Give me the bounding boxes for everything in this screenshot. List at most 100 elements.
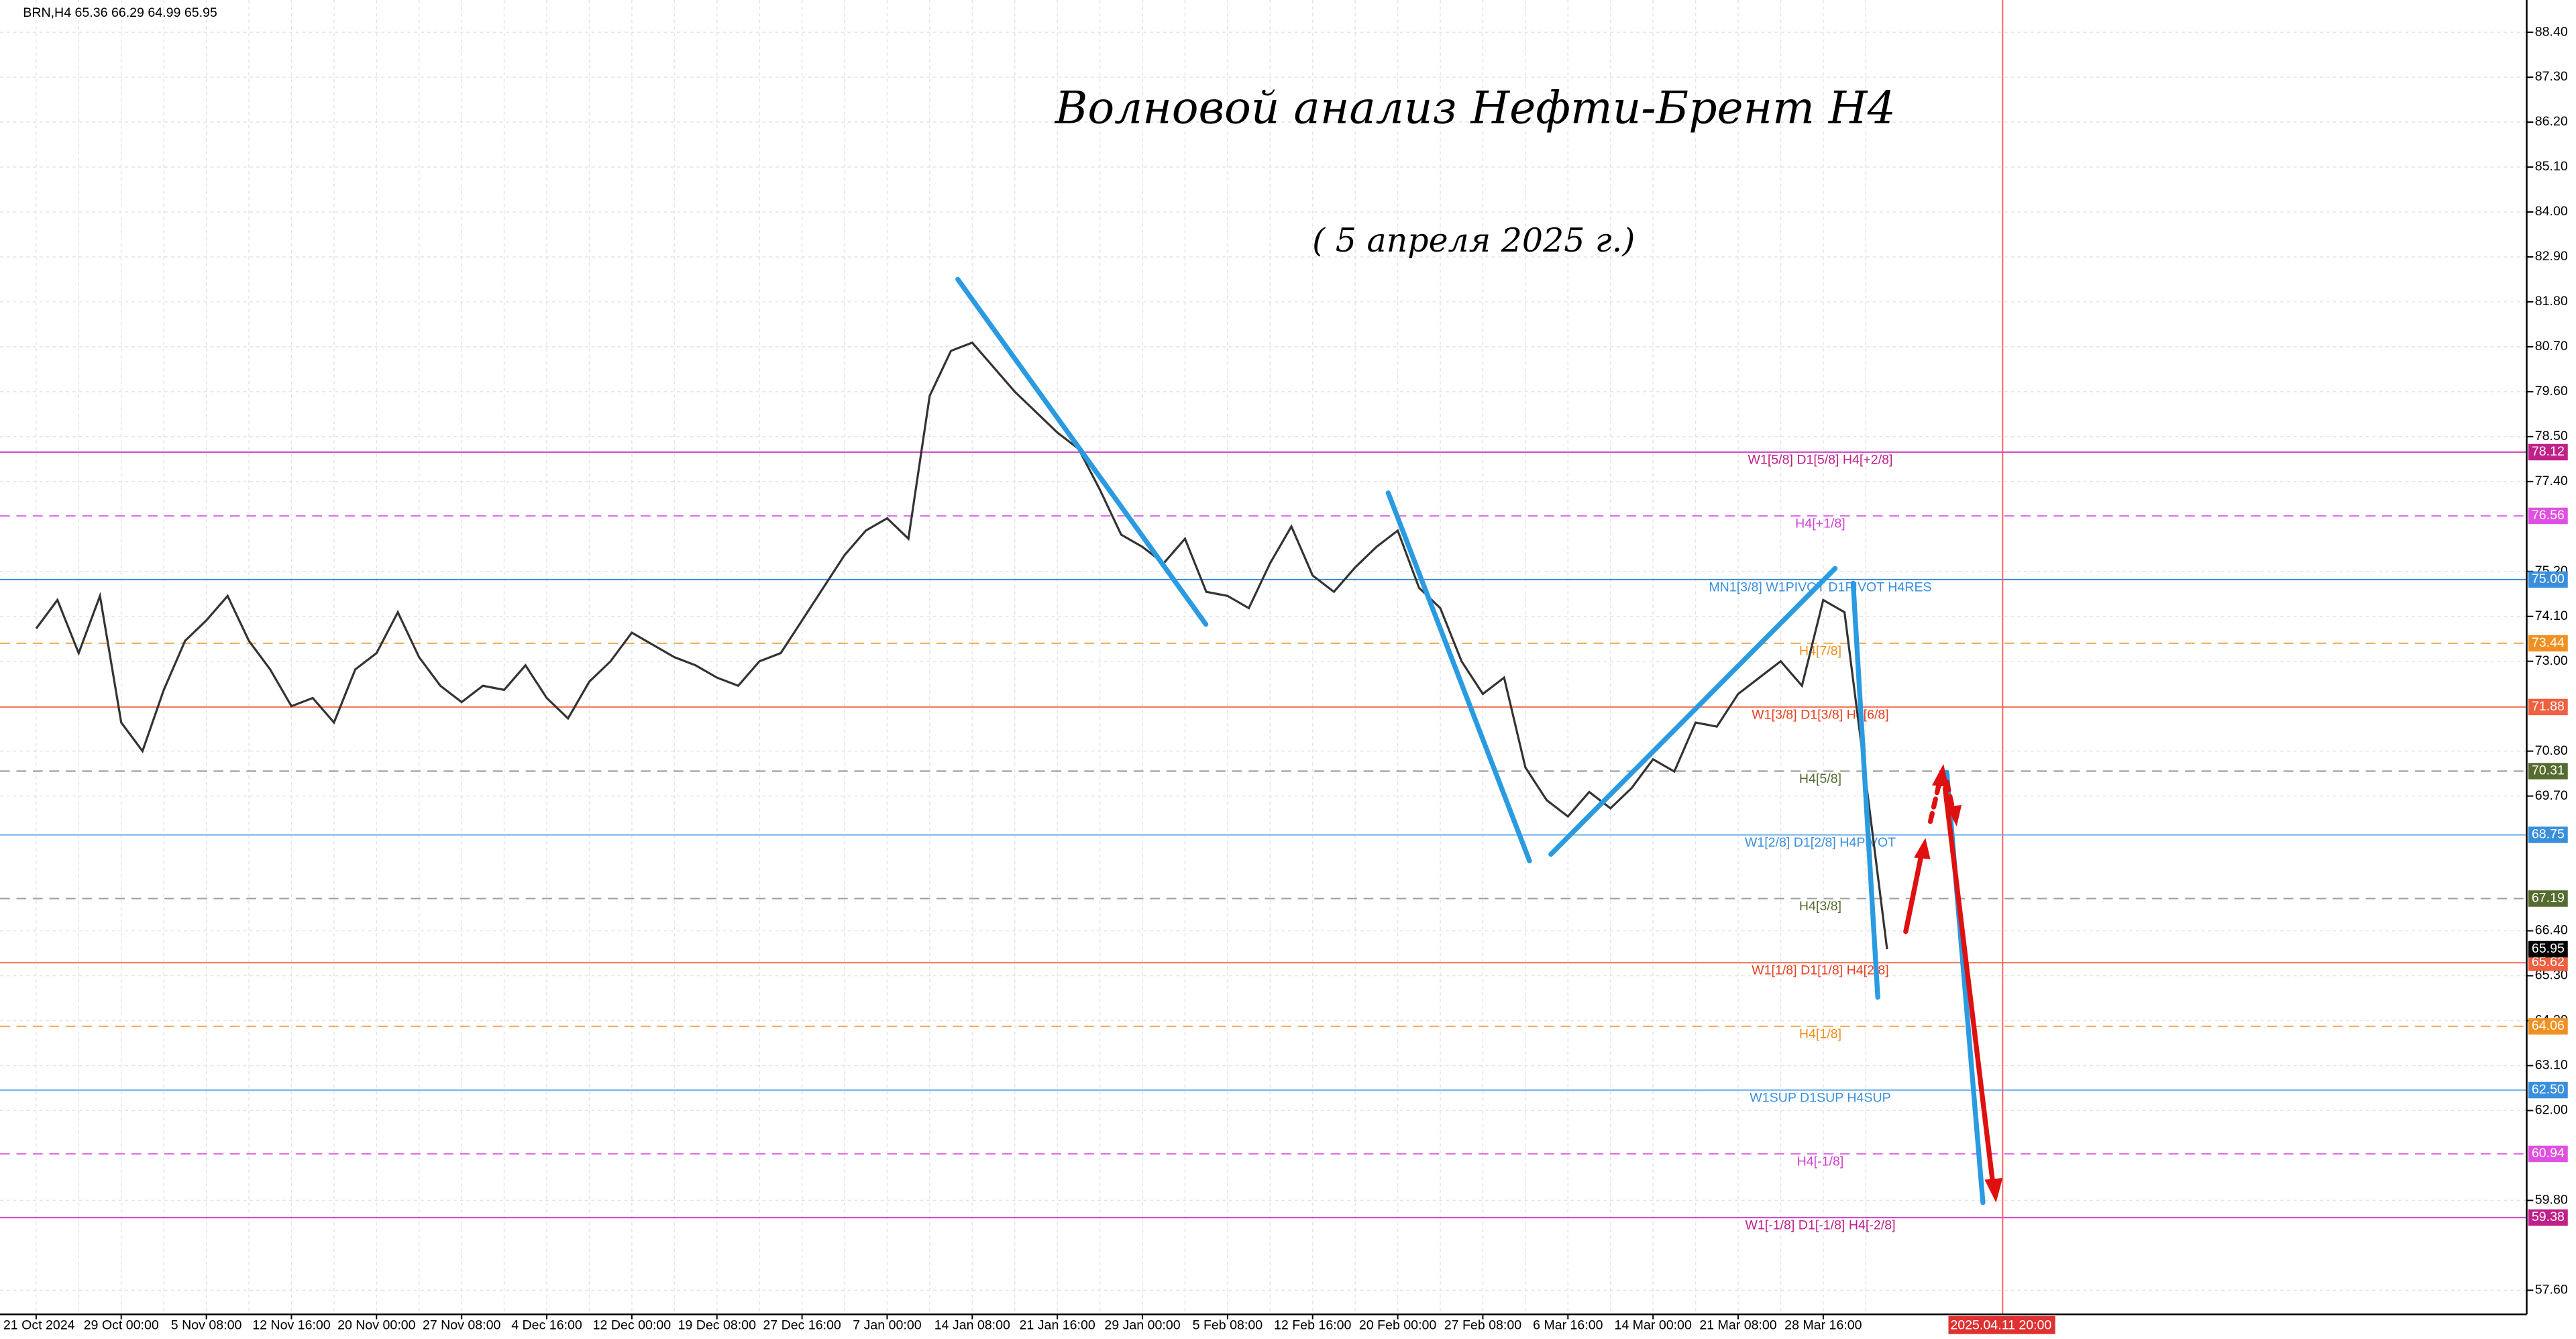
level-price-label: 60.94 — [2532, 1146, 2565, 1161]
current-price-label: 65.95 — [2532, 941, 2565, 956]
x-tick-label: 14 Jan 08:00 — [934, 1318, 1010, 1333]
y-tick-label: 74.10 — [2535, 608, 2568, 623]
x-tick-label: 12 Nov 16:00 — [252, 1318, 331, 1333]
x-tick-label: 19 Dec 08:00 — [678, 1318, 757, 1333]
chart-subtitle: ( 5 апреля 2025 г.) — [1312, 221, 1635, 260]
level-price-label: 75.00 — [2532, 572, 2565, 586]
level-label: W1[5/8] D1[5/8] H4[+2/8] — [1748, 452, 1892, 467]
level-price-label: 73.44 — [2532, 635, 2565, 650]
x-tick-label: 5 Feb 08:00 — [1193, 1318, 1263, 1333]
x-tick-label: 6 Mar 16:00 — [1533, 1318, 1603, 1333]
level-label: W1SUP D1SUP H4SUP — [1750, 1090, 1890, 1105]
x-tick-label: 12 Dec 00:00 — [593, 1318, 672, 1333]
x-tick-label: 27 Feb 08:00 — [1444, 1318, 1521, 1333]
cursor-label: 2025.04.11 20:00 — [1950, 1318, 2051, 1333]
level-price-box — [2528, 826, 2568, 843]
current-price-box — [2528, 941, 2568, 958]
y-tick-label: 88.40 — [2535, 24, 2568, 39]
arrow-head — [1932, 763, 1949, 788]
arrow-head — [1914, 838, 1931, 859]
y-tick-label: 73.00 — [2535, 653, 2568, 668]
chart-header: BRN,H4 65.36 66.29 64.99 65.95 — [23, 5, 217, 20]
level-price-box — [2528, 571, 2568, 588]
y-tick-label: 66.40 — [2535, 923, 2568, 938]
y-tick-label: 70.80 — [2535, 743, 2568, 758]
x-tick-label: 4 Dec 16:00 — [511, 1318, 582, 1333]
wave-line — [1850, 580, 1880, 1000]
level-price-box — [2528, 1145, 2568, 1163]
wave-line — [955, 276, 1209, 627]
level-price-label: 68.75 — [2532, 827, 2565, 842]
y-tick-label: 63.10 — [2535, 1058, 2568, 1073]
x-tick-label: 21 Jan 16:00 — [1020, 1318, 1095, 1333]
level-price-label: 67.19 — [2532, 891, 2565, 906]
level-price-box — [2528, 443, 2568, 461]
level-price-label: 65.62 — [2532, 955, 2565, 969]
y-tick-label: 85.10 — [2535, 159, 2568, 174]
x-tick-label: 29 Jan 00:00 — [1104, 1318, 1180, 1333]
level-price-box — [2528, 763, 2568, 780]
x-tick-label: 20 Nov 00:00 — [337, 1318, 416, 1333]
arrow-head — [1947, 805, 1962, 826]
y-tick-label: 80.70 — [2535, 339, 2568, 354]
x-tick-label: 21 Oct 2024 — [3, 1318, 75, 1333]
level-price-label: 62.50 — [2532, 1082, 2565, 1097]
x-tick-label: 7 Jan 00:00 — [853, 1318, 921, 1333]
levels: W1[5/8] D1[5/8] H4[+2/8] H4[+1/8] MN1[3/8]… — [0, 451, 2527, 1232]
y-tick-label: 69.70 — [2535, 788, 2568, 803]
level-label: H4[-1/8] — [1797, 1154, 1844, 1169]
cursor-box — [1948, 1316, 2055, 1334]
level-price-label: 70.31 — [2532, 763, 2565, 778]
level-price-label: 64.06 — [2532, 1018, 2565, 1033]
x-tick-label: 29 Oct 00:00 — [84, 1318, 159, 1333]
level-price-label: 71.88 — [2532, 699, 2565, 714]
y-tick-label: 65.30 — [2535, 968, 2568, 983]
y-tick-label: 81.80 — [2535, 294, 2568, 309]
y-tick-label: 57.60 — [2535, 1283, 2568, 1297]
plot — [35, 341, 1888, 950]
x-tick-label: 14 Mar 00:00 — [1614, 1318, 1691, 1333]
level-price-box — [2528, 1081, 2568, 1099]
level-label: W1[2/8] D1[2/8] H4PIVOT — [1745, 835, 1896, 850]
x-tick-label: 5 Nov 08:00 — [171, 1318, 242, 1333]
y-tick-label: 62.00 — [2535, 1103, 2568, 1118]
level-label: H4[+1/8] — [1795, 516, 1845, 531]
x-tick-label: 21 Mar 08:00 — [1699, 1318, 1776, 1333]
level-price-box — [2528, 1018, 2568, 1035]
level-price-box — [2528, 890, 2568, 907]
arrow-head — [1984, 1177, 2003, 1203]
level-price-box — [2528, 635, 2568, 652]
arrow — [1903, 848, 1925, 934]
level-label: H4[5/8] — [1799, 771, 1841, 786]
x-tick-label: 27 Dec 16:00 — [763, 1318, 841, 1333]
wave-line — [1548, 566, 1838, 857]
price-line — [35, 341, 1888, 950]
grid — [0, 0, 2527, 1315]
level-price-label: 59.38 — [2532, 1210, 2565, 1224]
level-label: H4[1/8] — [1799, 1026, 1841, 1041]
x-tick-label: 20 Feb 00:00 — [1359, 1318, 1436, 1333]
y-tick-label: 77.40 — [2535, 474, 2568, 488]
level-price-box — [2528, 507, 2568, 525]
x-tick-label: 27 Nov 08:00 — [423, 1318, 501, 1333]
y-tick-label: 84.00 — [2535, 204, 2568, 219]
y-tick-label: 87.30 — [2535, 69, 2568, 84]
x-tick-label: 28 Mar 16:00 — [1784, 1318, 1862, 1333]
arrow — [1942, 786, 1996, 1186]
level-price-box — [2528, 698, 2568, 716]
level-label: MN1[3/8] W1PIVOT D1PIVOT H4RES — [1709, 580, 1931, 594]
chart-title: Волновой анализ Нефти-Брент H4 — [1055, 83, 1896, 134]
level-label: H4[3/8] — [1799, 899, 1841, 914]
level-price-label: 76.56 — [2532, 508, 2565, 523]
level-price-box — [2528, 1209, 2568, 1226]
y-tick-label: 82.90 — [2535, 249, 2568, 264]
level-label: W1[1/8] D1[1/8] H4[2/8] — [1752, 963, 1889, 977]
level-label: W1[3/8] D1[3/8] H4[6/8] — [1752, 707, 1889, 722]
level-label: W1[-1/8] D1[-1/8] H4[-2/8] — [1745, 1218, 1895, 1232]
level-price-label: 78.12 — [2532, 444, 2565, 459]
level-label: H4[7/8] — [1799, 643, 1841, 658]
y-tick-label: 86.20 — [2535, 114, 2568, 129]
wave-line — [1385, 490, 1532, 863]
